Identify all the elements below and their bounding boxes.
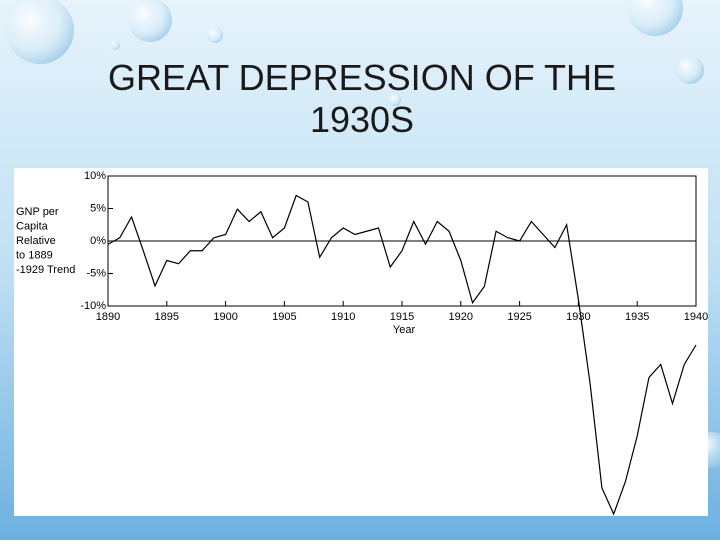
label-line: -1929 Trend	[16, 264, 75, 276]
label-line: Capita	[16, 220, 49, 232]
bubble	[389, 94, 401, 106]
label-line: GNP per	[16, 206, 59, 218]
bubble	[128, 0, 172, 42]
label-line: to 1889	[16, 249, 53, 261]
x-tick-label: 1900	[213, 311, 237, 323]
x-tick-label: 1940	[684, 311, 708, 323]
bubble	[207, 27, 223, 43]
series-line	[107, 194, 697, 516]
x-tick-label: 1930	[566, 311, 590, 323]
y-tick-label: 0%	[90, 235, 106, 247]
title-line: GREAT DEPRESSION OF THE	[108, 57, 616, 98]
x-tick-label: 1920	[449, 311, 473, 323]
y-tick-label: -10%	[80, 300, 106, 312]
x-tick-label: 1935	[625, 311, 649, 323]
label-line: Relative	[16, 235, 56, 247]
bubble	[6, 0, 74, 64]
x-tick-label: 1915	[390, 311, 414, 323]
y-tick-label: -5%	[86, 267, 106, 279]
bubble	[110, 40, 120, 50]
y-tick-label: 5%	[90, 202, 106, 214]
title-line: 1930S	[310, 99, 414, 140]
x-tick-label: 1890	[96, 311, 120, 323]
chart-panel	[14, 168, 708, 516]
y-tick-label: 10%	[84, 170, 106, 182]
y-axis-label: GNP per Capita Relative to 1889 -1929 Trend	[16, 206, 75, 276]
x-axis-label: Year	[393, 324, 416, 336]
x-tick-label: 1910	[331, 311, 355, 323]
x-tick-label: 1925	[507, 311, 531, 323]
x-tick-label: 1895	[155, 311, 179, 323]
bubble	[676, 56, 704, 84]
x-tick-label: 1905	[272, 311, 296, 323]
slide-title: GREAT DEPRESSION OF THE 1930S	[108, 57, 616, 140]
bubble	[627, 0, 683, 36]
